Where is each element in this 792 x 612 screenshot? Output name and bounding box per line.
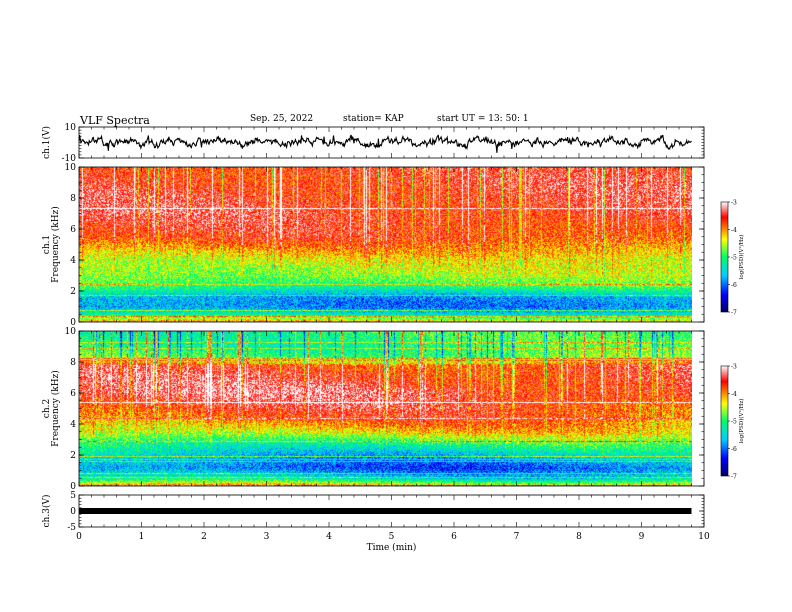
ch2-spectrogram-ytick-label: 4 [70, 420, 76, 430]
x-tick-label: 8 [576, 532, 582, 542]
ch1-spectrogram-image [79, 167, 692, 322]
ch1-spectrogram-colorbar-tick-label: -6 [731, 282, 737, 289]
ch1-spectrogram-ytick-label: 8 [70, 194, 76, 204]
ch1-spectrogram-ytick-label: 10 [65, 163, 77, 173]
ch1-spectrogram-colorbar-tick-label: -3 [731, 200, 737, 207]
ch1-spectrogram-colorbar [720, 201, 729, 313]
ch1-spectrogram-ytick-label: 6 [70, 225, 76, 235]
ch1-waveform-ylabel: ch.1(V) [41, 126, 52, 159]
figure-title: VLF Spectra [80, 114, 150, 127]
x-tick-label: 2 [201, 532, 207, 542]
ch2-spectrogram-colorbar-tick-label: -3 [731, 364, 737, 371]
ch3-waveform-ytick-label: 5 [70, 491, 76, 501]
x-tick-label: 0 [76, 532, 82, 542]
x-tick-label: 4 [326, 532, 332, 542]
ch1-waveform-ytick-label: -10 [62, 154, 77, 164]
ch1-spectrogram-ytick-label: 0 [70, 318, 76, 328]
x-tick-label: 7 [514, 532, 520, 542]
ch2-spectrogram-colorbar-label: log(PSD)(V²/Hz) [738, 399, 745, 444]
ch1-waveform-ytick-label: 10 [65, 123, 77, 133]
ch1-spectrogram-ytick-label: 2 [70, 287, 76, 297]
ch1-spectrogram-ylabel: Frequency (kHz) [50, 206, 61, 283]
ch2-spectrogram-ytick-label: 10 [65, 327, 77, 337]
ch3-waveform-ytick-label: 0 [70, 507, 76, 517]
ch3-waveform-ylabel: ch.3(V) [41, 495, 52, 528]
ch2-spectrogram-ytick-label: 0 [70, 482, 76, 492]
date-label: Sep. 25, 2022 [250, 114, 314, 124]
ch3-waveform-ytick-label: -5 [67, 523, 76, 533]
ch2-spectrogram-colorbar-tick-label: -6 [731, 446, 737, 453]
ch2-spectrogram-ylabel: ch.2 [42, 399, 52, 418]
ch2-spectrogram-image [79, 331, 692, 486]
ch2-spectrogram-colorbar-tick-label: -5 [731, 419, 737, 426]
ch1-spectrogram-colorbar-tick-label: -7 [731, 310, 737, 317]
ch1-spectrogram-colorbar-tick-label: -5 [731, 255, 737, 262]
x-tick-label: 1 [139, 532, 145, 542]
ch3-waveform-trace [79, 508, 692, 514]
ch1-waveform-trace [78, 134, 692, 153]
ch1-spectrogram-colorbar-label: log(PSD)(V²/Hz) [738, 235, 745, 280]
x-tick-label: 6 [451, 532, 457, 542]
ch2-spectrogram-ytick-label: 2 [70, 451, 76, 461]
ch2-spectrogram-ylabel: Frequency (kHz) [50, 370, 61, 447]
ch2-spectrogram-ytick-label: 8 [70, 358, 76, 368]
x-tick-label: 3 [264, 532, 270, 542]
ch2-spectrogram-colorbar-tick-label: -4 [731, 391, 737, 398]
ch2-spectrogram-colorbar [720, 365, 729, 477]
ch1-spectrogram-colorbar-tick-label: -4 [731, 227, 737, 234]
x-tick-label: 9 [639, 532, 645, 542]
ch2-spectrogram-colorbar-tick-label: -7 [731, 474, 737, 481]
ch1-spectrogram-ylabel: ch.1 [42, 235, 52, 254]
x-tick-label: 10 [698, 532, 710, 542]
start-time-label: start UT = 13: 50: 1 [437, 114, 529, 124]
ch2-spectrogram-ytick-label: 6 [70, 389, 76, 399]
x-axis-label: Time (min) [367, 542, 417, 553]
x-tick-label: 5 [389, 532, 395, 542]
station-label: station= KAP [343, 114, 404, 124]
ch1-spectrogram-ytick-label: 4 [70, 256, 76, 266]
